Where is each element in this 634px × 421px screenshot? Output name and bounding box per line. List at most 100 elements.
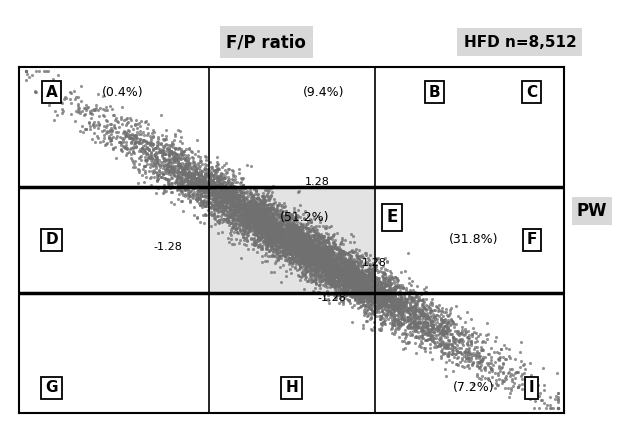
Point [310,249,320,256]
Point [179,175,190,182]
Point [360,275,370,282]
Point [289,232,299,239]
Point [263,229,273,236]
Point [142,139,152,146]
Point [190,151,200,157]
Point [231,229,242,235]
Point [358,275,368,282]
Point [261,212,271,218]
Point [142,131,152,138]
Point [243,198,254,205]
Point [330,265,340,272]
Point [193,195,204,202]
Point [266,269,276,276]
Point [213,209,223,216]
Point [214,176,224,183]
Point [229,200,239,206]
Point [290,229,300,235]
Point [306,249,316,256]
Point [278,213,288,219]
Point [126,123,136,130]
Point [393,323,403,330]
Point [443,352,453,359]
Point [309,266,319,273]
Point [304,250,314,256]
Point [231,187,242,194]
Point [354,290,364,297]
Point [327,243,337,250]
Point [342,272,352,279]
Point [270,224,280,231]
Point [198,220,209,226]
Point [306,243,316,250]
Point [161,176,171,182]
Point [267,243,277,250]
Point [318,253,328,259]
Point [230,210,240,217]
Point [332,251,342,258]
Point [510,375,521,382]
Point [126,139,136,146]
Point [265,205,275,211]
Point [380,300,390,307]
Point [316,245,327,251]
Point [138,165,148,172]
Point [298,253,308,259]
Point [361,296,372,303]
Point [308,256,318,263]
Point [200,152,210,159]
Point [296,238,306,245]
Point [336,255,346,262]
Point [306,261,316,268]
Point [330,255,340,262]
Point [289,232,299,238]
Point [276,222,287,229]
Point [164,168,174,175]
Point [316,245,327,252]
Point [318,246,328,253]
Point [246,198,256,205]
Point [378,286,389,293]
Point [411,349,421,356]
Point [268,228,278,235]
Point [324,271,334,277]
Point [353,296,363,303]
Point [297,221,307,228]
Point [159,175,169,182]
Point [332,273,342,280]
Point [79,105,89,112]
Point [384,281,394,288]
Point [191,180,202,187]
Point [315,255,325,262]
Point [422,314,432,321]
Point [273,234,283,241]
Point [234,200,244,206]
Point [245,205,256,212]
Point [122,145,132,152]
Point [186,175,197,181]
Point [151,154,161,160]
Point [441,329,451,336]
Point [218,195,228,201]
Point [250,224,261,231]
Point [249,226,259,233]
Point [344,269,354,276]
Point [279,216,289,223]
Point [139,146,149,153]
Point [179,176,189,183]
Point [365,277,375,284]
Point [361,266,372,273]
Point [206,178,216,185]
Point [400,330,410,337]
Point [483,376,493,383]
Point [302,247,313,254]
Point [297,254,307,261]
Point [372,288,382,295]
Point [398,320,408,327]
Point [236,210,247,217]
Point [138,147,148,154]
Point [387,274,397,280]
Point [397,305,407,312]
Point [304,245,314,252]
Point [177,179,187,186]
